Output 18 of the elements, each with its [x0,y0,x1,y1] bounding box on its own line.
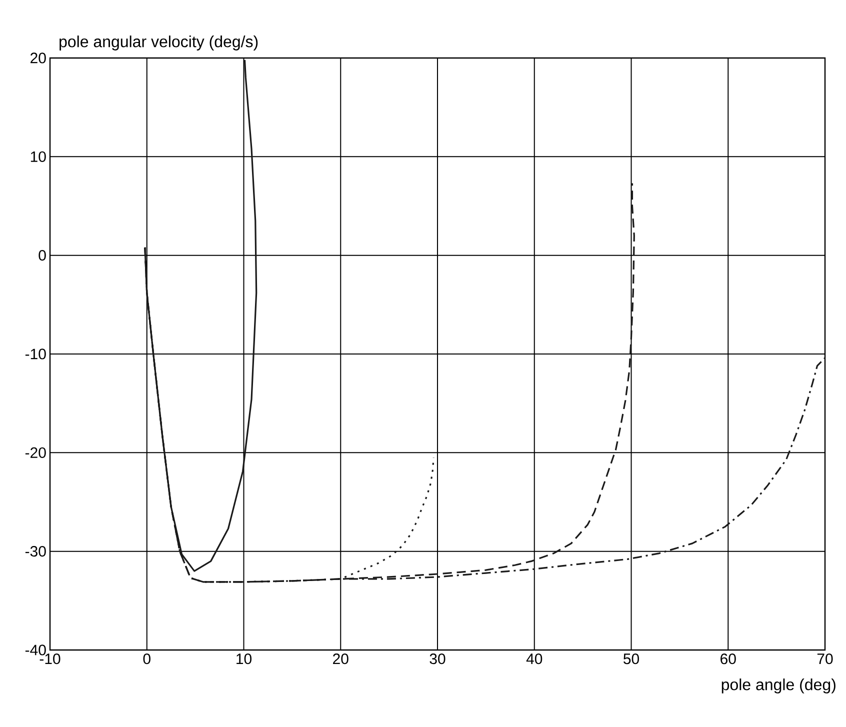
x-tick-label: 10 [236,654,252,664]
x-tick-label: 50 [624,654,639,664]
y-tick-label: -10 [25,348,46,360]
x-axis-title: pole angle (deg) [722,678,836,694]
y-tick-label: -30 [25,546,46,557]
y-tick-label: -20 [25,447,46,458]
y-tick-label: 0 [38,250,46,261]
x-tick-label: 70 [817,654,833,664]
x-tick-label: 30 [430,654,446,664]
x-tick-label: 20 [333,654,348,664]
y-axis-title: pole angular velocity (deg/s) [60,36,258,50]
y-tick-label: -40 [25,644,46,656]
x-tick-label: 60 [720,654,736,664]
y-tick-label: 10 [30,151,46,162]
x-tick-label: -10 [40,654,60,664]
x-tick-label: 40 [526,654,542,664]
y-tick-label: 20 [30,52,46,64]
x-tick-label: 0 [143,654,150,664]
